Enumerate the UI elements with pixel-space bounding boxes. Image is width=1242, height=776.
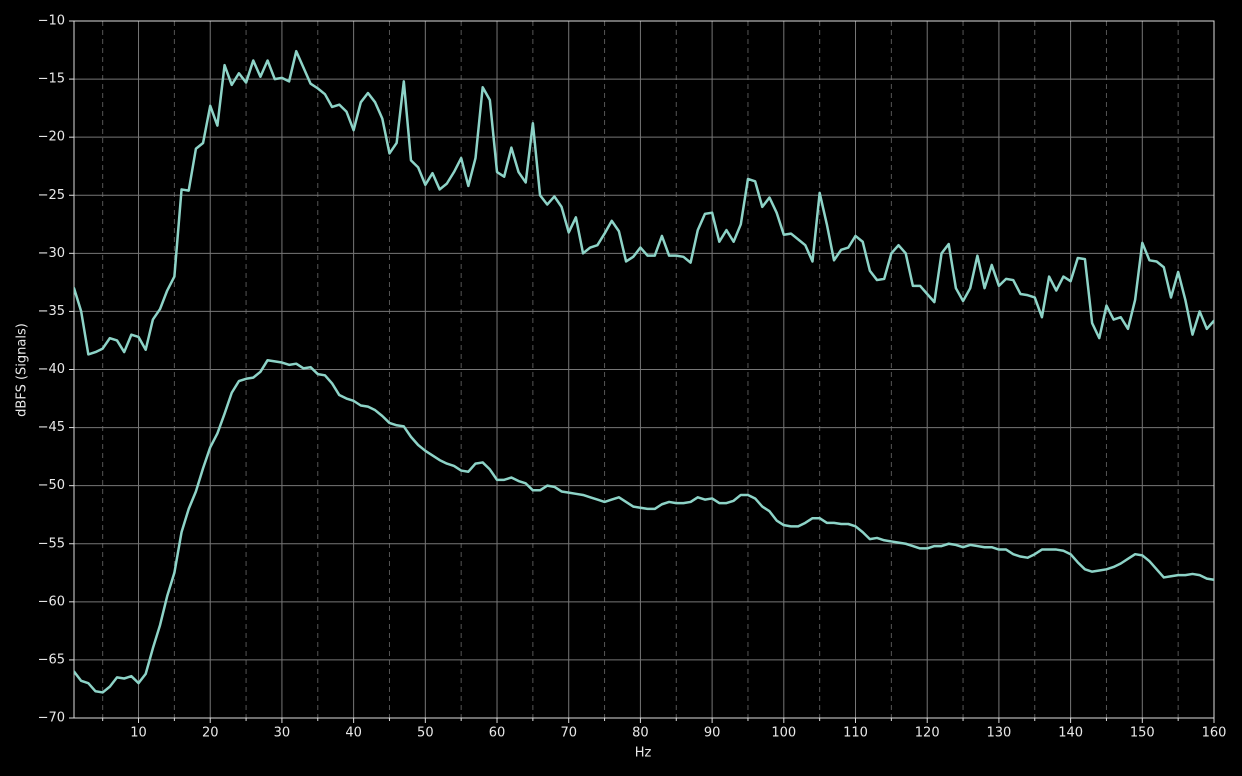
x-tick-label: 160 [1202, 726, 1227, 741]
y-tick-label: −40 [38, 362, 65, 377]
y-tick-label: −45 [38, 420, 65, 435]
y-tick-label: −50 [38, 478, 65, 493]
x-tick-label: 40 [345, 726, 362, 741]
x-tick-label: 80 [632, 726, 649, 741]
x-tick-label: 100 [771, 726, 796, 741]
y-tick-label: −60 [38, 594, 65, 609]
x-tick-label: 120 [915, 726, 940, 741]
x-tick-label: 60 [489, 726, 506, 741]
x-tick-label: 90 [704, 726, 721, 741]
y-tick-label: −20 [38, 130, 65, 145]
y-tick-label: −10 [38, 14, 65, 29]
y-tick-label: −15 [38, 72, 65, 87]
y-axis-label: dBFS (Signals) [15, 323, 30, 417]
y-tick-label: −35 [38, 304, 65, 319]
y-tick-label: −25 [38, 188, 65, 203]
x-tick-label: 10 [130, 726, 147, 741]
x-tick-label: 140 [1058, 726, 1083, 741]
plot-frame [73, 20, 1215, 719]
x-tick-label: 70 [560, 726, 577, 741]
y-tick-label: −30 [38, 246, 65, 261]
series-line [74, 49, 1214, 356]
x-tick-label: 110 [843, 726, 868, 741]
x-tick-label: 20 [202, 726, 219, 741]
x-tick-label: 130 [986, 726, 1011, 741]
series-line [74, 358, 1214, 694]
x-tick-label: 150 [1130, 726, 1155, 741]
x-tick-label: 30 [274, 726, 291, 741]
x-tick-label: 50 [417, 726, 434, 741]
x-axis-label: Hz [635, 746, 652, 761]
y-tick-label: −55 [38, 536, 65, 551]
y-tick-label: −65 [38, 652, 65, 667]
y-tick-label: −70 [38, 711, 65, 726]
